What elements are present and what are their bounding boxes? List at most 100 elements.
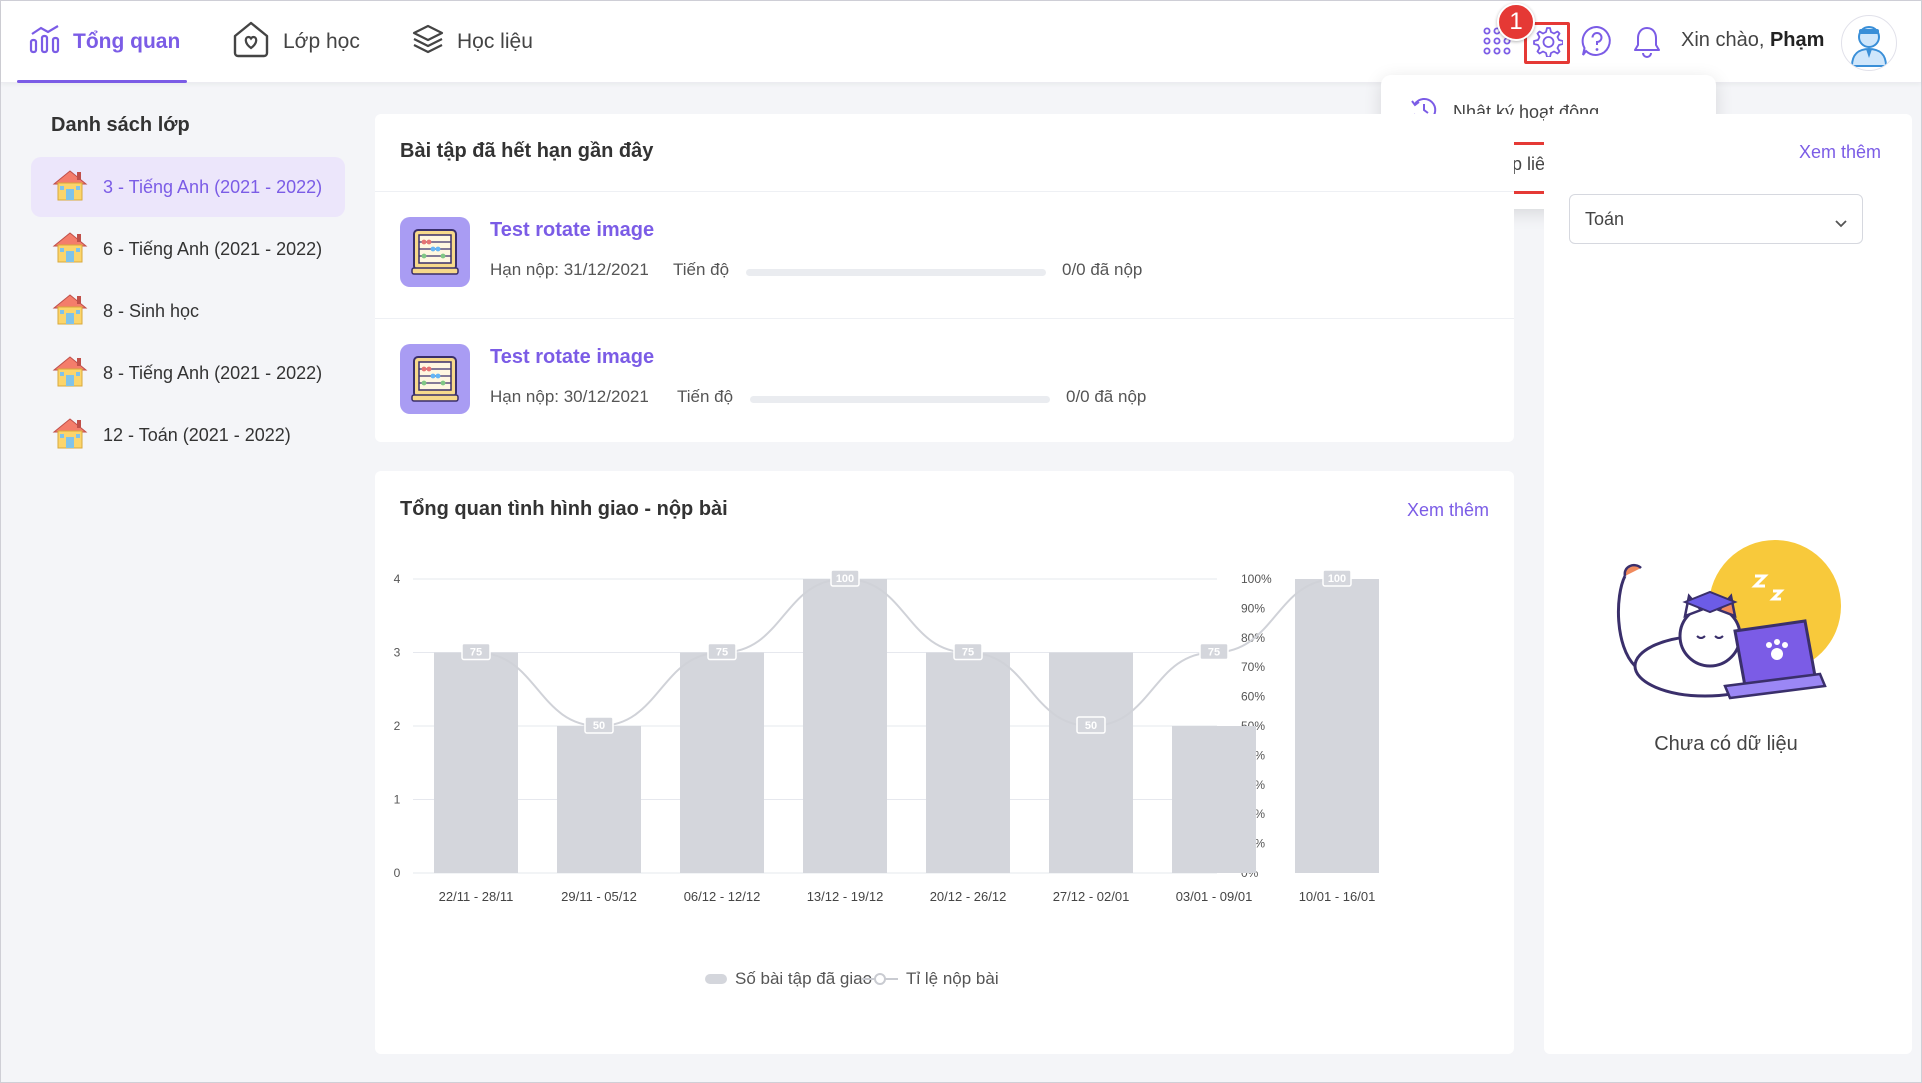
empty-state-text: Chưa có dữ liệu xyxy=(1654,733,1798,755)
data-label-box xyxy=(1199,642,1229,661)
submission-count: 0/0 đã nộp xyxy=(1066,387,1147,406)
nav-tab-materials[interactable]: Học liệu xyxy=(411,1,533,83)
chart-bar xyxy=(1049,652,1133,873)
bell-icon[interactable] xyxy=(1629,23,1665,59)
school-house-icon xyxy=(51,354,89,393)
chart-bar xyxy=(557,726,641,873)
y-right-tick-label: 90% xyxy=(1241,601,1265,615)
legend-label: Tỉ lệ nộp bài xyxy=(906,969,999,988)
help-icon[interactable] xyxy=(1579,23,1615,59)
sidebar-class-item[interactable]: 12 - Toán (2021 - 2022) xyxy=(31,405,345,465)
chart-trend-icon xyxy=(29,24,61,60)
subject-see-more-link[interactable]: Xem thêm xyxy=(1799,142,1882,162)
abacus-icon xyxy=(400,217,470,287)
progress-bar xyxy=(746,269,1046,276)
submission-overview-card: Tổng quan tình hình giao - nộp bài Xem t… xyxy=(375,471,1514,1054)
user-avatar[interactable] xyxy=(1841,15,1897,71)
submission-chart: 012340%10%20%30%40%50%60%70%80%90%100%22… xyxy=(394,569,1379,988)
data-label: 75 xyxy=(1208,647,1220,659)
sidebar-class-item[interactable]: 8 - Sinh học xyxy=(31,281,345,341)
x-tick-label: 10/01 - 16/01 xyxy=(1299,889,1376,904)
y-left-tick-label: 0 xyxy=(394,866,401,880)
sidebar-class-item[interactable]: 6 - Tiếng Anh (2021 - 2022) xyxy=(31,219,345,279)
y-right-tick-label: 60% xyxy=(1241,690,1265,704)
overview-title: Tổng quan tình hình giao - nộp bài xyxy=(400,498,728,520)
top-navigation-bar: Tổng quan Lớp học Học liệu Xin chào, Phạ… xyxy=(1,1,1921,83)
school-house-icon xyxy=(51,292,89,331)
data-label: 75 xyxy=(716,647,728,659)
assignment-name[interactable]: Test rotate image xyxy=(490,219,655,241)
assignment-due-date: Hạn nộp: 31/12/2021 xyxy=(490,260,649,279)
chart-bar xyxy=(926,652,1010,873)
empty-state-cat-illustration xyxy=(1605,536,1845,711)
teacher-avatar-icon xyxy=(1850,26,1888,67)
chart-bar xyxy=(1172,726,1256,873)
active-tab-indicator xyxy=(17,80,187,83)
sidebar-title: Danh sách lớp xyxy=(51,114,190,136)
legend-line-marker xyxy=(874,973,886,985)
chart-bar xyxy=(680,652,764,873)
x-tick-label: 03/01 - 09/01 xyxy=(1176,889,1253,904)
school-house-icon xyxy=(51,230,89,269)
y-left-tick-label: 3 xyxy=(394,646,401,660)
apps-grid-icon[interactable] xyxy=(1479,23,1515,59)
user-greeting: Xin chào, Phạm xyxy=(1681,29,1824,52)
submission-count: 0/0 đã nộp xyxy=(1062,260,1143,279)
chart-bar xyxy=(803,579,887,873)
class-label: 8 - Tiếng Anh (2021 - 2022) xyxy=(103,362,323,383)
y-left-tick-label: 2 xyxy=(394,719,401,733)
progress-bar xyxy=(750,396,1050,403)
data-label-box xyxy=(584,716,614,734)
data-label: 50 xyxy=(593,720,605,732)
chart-bar xyxy=(1295,579,1379,873)
overview-see-more-link[interactable]: Xem thêm xyxy=(1407,500,1490,520)
nav-tab-classes[interactable]: Lớp học xyxy=(231,1,360,83)
x-tick-label: 29/11 - 05/12 xyxy=(561,889,637,904)
layers-icon xyxy=(411,23,445,61)
sidebar-class-item[interactable]: 3 - Tiếng Anh (2021 - 2022) xyxy=(31,157,345,217)
home-heart-icon xyxy=(231,20,271,64)
nav-tab-overview[interactable]: Tổng quan xyxy=(29,1,180,83)
submission-rate-line xyxy=(475,577,1338,728)
x-tick-label: 27/12 - 02/01 xyxy=(1053,889,1130,904)
assignment-row: Test rotate image Hạn nộp: 31/12/2021 Ti… xyxy=(375,191,1514,317)
data-label-box xyxy=(1076,716,1106,734)
recent-assignments-title: Bài tập đã hết hạn gần đây xyxy=(400,140,654,162)
x-tick-label: 20/12 - 26/12 xyxy=(930,889,1007,904)
settings-gear-icon[interactable] xyxy=(1529,23,1565,59)
data-label-box xyxy=(461,642,491,661)
chart-bar xyxy=(434,652,518,873)
y-right-tick-label: 70% xyxy=(1241,660,1265,674)
assignment-due-date: Hạn nộp: 30/12/2021 xyxy=(490,387,649,406)
nav-tab-label: Lớp học xyxy=(283,30,360,53)
x-tick-label: 06/12 - 12/12 xyxy=(684,889,761,904)
assignment-name[interactable]: Test rotate image xyxy=(490,346,655,368)
class-label: 3 - Tiếng Anh (2021 - 2022) xyxy=(103,176,323,197)
class-list-sidebar: Danh sách lớp 3 - Tiếng Anh (2021 - 2022… xyxy=(1,84,361,1083)
highlight-settings xyxy=(1524,22,1570,64)
x-tick-label: 22/11 - 28/11 xyxy=(439,889,514,904)
abacus-icon xyxy=(400,344,470,414)
subject-select[interactable]: Toán xyxy=(1569,194,1863,244)
data-label-box xyxy=(953,642,983,661)
x-tick-label: 13/12 - 19/12 xyxy=(807,889,884,904)
subject-select-value: Toán xyxy=(1585,209,1625,229)
school-house-icon xyxy=(51,168,89,207)
recent-assignments-card: Bài tập đã hết hạn gần đây Test rotate i… xyxy=(375,114,1514,442)
assignment-row: Test rotate image Hạn nộp: 30/12/2021 Ti… xyxy=(375,318,1514,444)
y-left-tick-label: 4 xyxy=(394,572,401,586)
legend-label: Số bài tập đã giao xyxy=(735,969,872,988)
class-label: 12 - Toán (2021 - 2022) xyxy=(103,424,291,445)
progress-label: Tiến độ xyxy=(673,260,730,279)
school-house-icon xyxy=(51,416,89,455)
data-label: 100 xyxy=(1328,573,1346,585)
nav-tab-label: Tổng quan xyxy=(73,30,181,53)
step-marker-1: 1 xyxy=(1497,3,1535,41)
greeting-text: Xin chào, xyxy=(1681,29,1765,51)
legend-bar-swatch xyxy=(705,974,727,984)
data-label: 50 xyxy=(1085,720,1097,732)
y-left-tick-label: 1 xyxy=(394,793,401,807)
sidebar-class-item[interactable]: 8 - Tiếng Anh (2021 - 2022) xyxy=(31,343,345,403)
y-right-tick-label: 100% xyxy=(1241,572,1272,586)
progress-label: Tiến độ xyxy=(677,387,734,406)
